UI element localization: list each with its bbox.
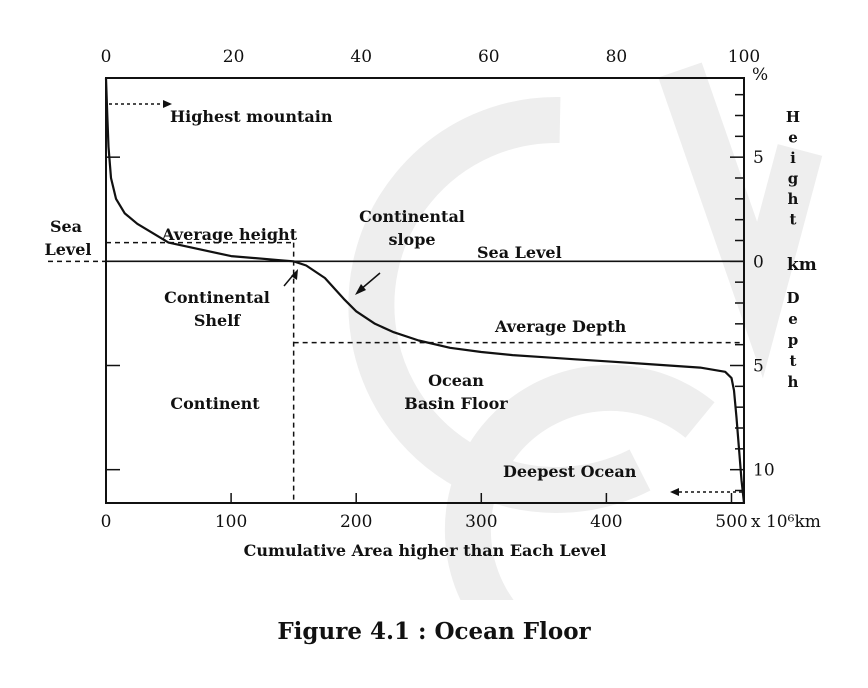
y-depth-tick-label: 5 bbox=[753, 357, 764, 377]
x-bottom-tick-label: 100 bbox=[215, 512, 247, 532]
height-axis-letter: i bbox=[790, 149, 796, 167]
sea-level-label: Sea Level bbox=[477, 243, 562, 262]
x-bottom-tick-label: 500 bbox=[715, 512, 747, 532]
height-axis-letter: h bbox=[788, 190, 799, 208]
height-axis-letter: t bbox=[790, 211, 797, 229]
x-bottom-tick-label: 0 bbox=[101, 512, 112, 532]
ocean-basin-floor-line2: Basin Floor bbox=[404, 394, 508, 413]
height-unit-label: km bbox=[787, 255, 817, 275]
depth-axis-letter: t bbox=[790, 352, 797, 370]
x-top-tick-label: 40 bbox=[350, 47, 372, 67]
depth-axis-letter: D bbox=[786, 289, 799, 307]
highest-mountain-arrowhead bbox=[163, 100, 172, 108]
x-axis-label: Cumulative Area higher than Each Level bbox=[244, 541, 607, 560]
depth-axis-letter: h bbox=[788, 373, 799, 391]
x-top-tick-label: 60 bbox=[478, 47, 500, 67]
deepest-ocean-arrowhead bbox=[670, 488, 679, 496]
series-group bbox=[104, 77, 746, 504]
continental-slope-line1: Continental bbox=[359, 207, 465, 226]
figure-caption: Figure 4.1 : Ocean Floor bbox=[277, 618, 591, 645]
height-axis-letter: H bbox=[786, 108, 800, 126]
watermark bbox=[348, 62, 823, 600]
continent-label: Continent bbox=[170, 394, 260, 413]
reference-lines bbox=[48, 241, 744, 503]
y-height-tick-label: 5 bbox=[753, 148, 764, 168]
x-bottom-tick-label: 400 bbox=[590, 512, 622, 532]
x-unit-label: x 10⁶km bbox=[751, 512, 821, 532]
average-depth-label: Average Depth bbox=[494, 317, 627, 336]
x-top-axis: 0 20 40 60 80 100 bbox=[101, 47, 761, 67]
sea-level-left-line2: Level bbox=[45, 240, 92, 259]
depth-axis-letter: p bbox=[788, 331, 799, 349]
depth-axis-letter: e bbox=[788, 310, 798, 328]
x-top-tick-label: 80 bbox=[606, 47, 628, 67]
average-height-label: Average height bbox=[161, 225, 298, 244]
x-bottom-tick-label: 200 bbox=[340, 512, 372, 532]
continental-shelf-line1: Continental bbox=[164, 288, 270, 307]
x-top-tick-label: 100 bbox=[728, 47, 760, 67]
sea-level-left-line1: Sea bbox=[50, 217, 82, 236]
height-axis-letter: e bbox=[788, 129, 798, 147]
continental-shelf-line2: Shelf bbox=[194, 311, 241, 330]
hypsographic-curve bbox=[104, 77, 746, 504]
x-bottom-tick-label: 300 bbox=[465, 512, 497, 532]
x-top-tick-label: 0 bbox=[101, 47, 112, 67]
ocean-basin-floor-line1: Ocean bbox=[428, 371, 484, 390]
x-top-unit-label: % bbox=[752, 65, 768, 85]
continental-shelf-pointer-head bbox=[291, 269, 298, 280]
x-bottom-axis: 0 100 200 300 400 500 bbox=[101, 493, 748, 532]
ocean-floor-chart: 0 100 200 300 400 500 0 20 40 60 80 100 5 0 5 10 x 10… bbox=[45, 47, 823, 600]
plot-frame bbox=[105, 77, 745, 504]
y-depth-tick-label: 10 bbox=[753, 461, 775, 481]
y-zero-tick-label: 0 bbox=[753, 252, 764, 272]
height-axis-letter: g bbox=[788, 170, 799, 188]
deepest-ocean-label: Deepest Ocean bbox=[503, 462, 637, 481]
highest-mountain-label: Highest mountain bbox=[170, 107, 333, 126]
depth-axis-label: Depth bbox=[786, 289, 799, 391]
x-top-tick-label: 20 bbox=[223, 47, 245, 67]
continental-slope-pointer-head bbox=[355, 284, 366, 295]
continental-slope-line2: slope bbox=[388, 230, 435, 249]
